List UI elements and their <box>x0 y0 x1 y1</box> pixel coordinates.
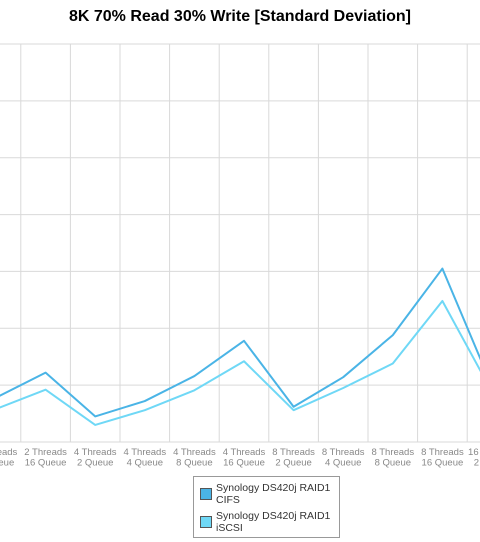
x-tick-label: 4 Threads 8 Queue <box>173 447 216 469</box>
legend-label-iscsi: Synology DS420j RAID1 iSCSI <box>216 510 331 534</box>
chart-title: 8K 70% Read 30% Write [Standard Deviatio… <box>68 8 412 25</box>
legend-swatch-iscsi <box>200 516 212 528</box>
legend-label-cifs: Synology DS420j RAID1 CIFS <box>216 482 331 506</box>
series-line-cifs[interactable] <box>0 267 480 418</box>
x-tick-label: 8 Threads 16 Queue <box>421 447 464 469</box>
x-tick-label: 8 Threads 2 Queue <box>272 447 315 469</box>
x-tick-label: 4 Threads 16 Queue <box>223 447 266 469</box>
series-line-iscsi[interactable] <box>0 299 480 426</box>
x-tick-label: 4 Threads 2 Queue <box>74 447 117 469</box>
x-tick-label: 4 Threads 4 Queue <box>123 447 166 469</box>
grid-lines <box>0 43 480 443</box>
legend-item-iscsi[interactable]: Synology DS420j RAID1 iSCSI <box>200 510 330 534</box>
x-tick-label: 2 Threads 16 Queue <box>24 447 67 469</box>
legend: Synology DS420j RAID1 CIFS Synology DS42… <box>193 476 340 538</box>
series-lines <box>0 267 480 426</box>
x-tick-label: 8 Threads 4 Queue <box>322 447 365 469</box>
x-tick-label: 8 Threads 8 Queue <box>371 447 414 469</box>
legend-item-cifs[interactable]: Synology DS420j RAID1 CIFS <box>200 482 330 506</box>
legend-swatch-cifs <box>200 488 212 500</box>
